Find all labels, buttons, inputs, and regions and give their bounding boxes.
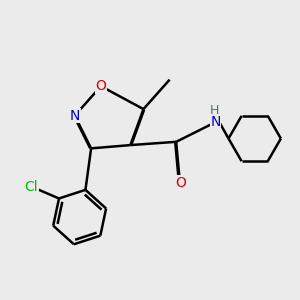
Text: N: N xyxy=(210,115,220,129)
Text: O: O xyxy=(176,176,187,190)
Text: Cl: Cl xyxy=(24,180,38,194)
Text: H: H xyxy=(210,104,220,117)
Text: N: N xyxy=(70,109,80,123)
Text: O: O xyxy=(95,79,106,93)
